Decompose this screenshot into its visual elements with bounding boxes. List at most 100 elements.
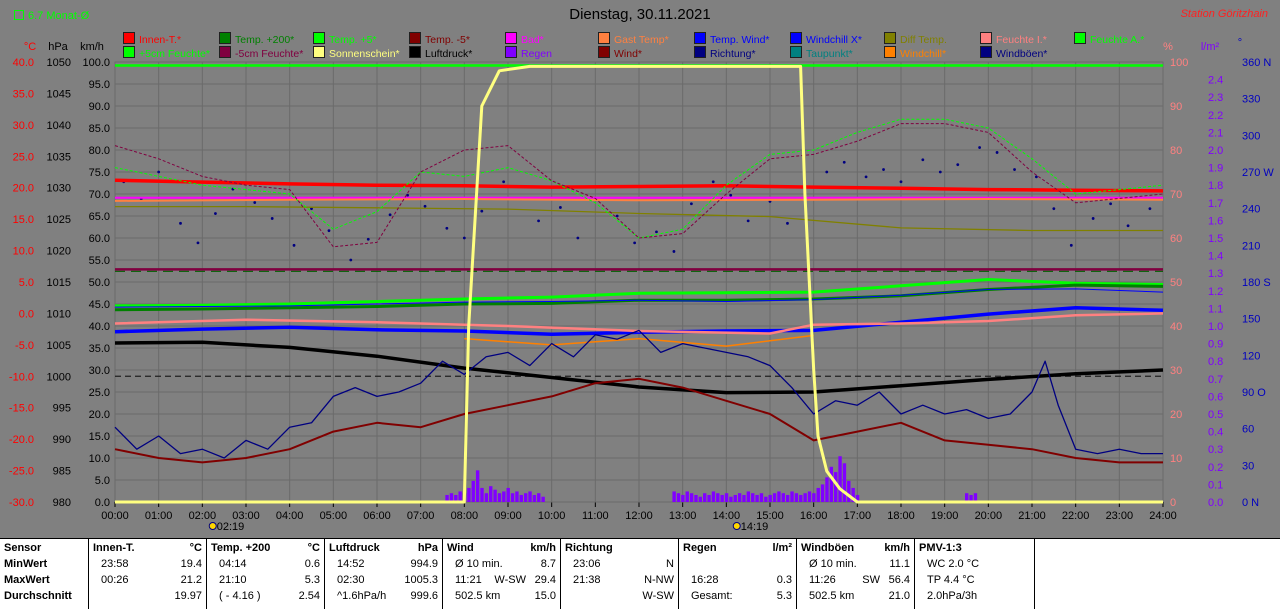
stats-row: Ø 10 min. 8.7 xyxy=(447,558,556,574)
direction-point xyxy=(559,206,562,209)
stats-cell: 11.1 xyxy=(889,558,910,570)
direction-point xyxy=(978,146,981,149)
legend-label: Luftdruck* xyxy=(425,48,473,60)
series-windchill xyxy=(464,334,814,347)
x-tick-label: 12:00 xyxy=(625,510,653,522)
legend-label: Temp. -5* xyxy=(425,34,470,46)
temp_c-tick-label: -20.0 xyxy=(9,434,34,446)
legend-item: Feuchte A.* xyxy=(1074,32,1144,46)
direction_deg-tick-label: 180 S xyxy=(1242,277,1271,289)
stats-column: Windböen km/h Ø 10 min. 11.1 11:26 SW 56.4 502.… xyxy=(797,539,915,609)
rain-bar xyxy=(973,493,978,502)
legend-item: Temp. -5* xyxy=(409,32,470,46)
rain-bar xyxy=(484,493,489,502)
rain-bar xyxy=(790,491,794,502)
rain_lm2-tick-label: 1.1 xyxy=(1208,303,1223,315)
humidity_pct-tick-label: 100 xyxy=(1170,57,1188,69)
stats-row: 19.97 xyxy=(93,590,202,606)
stats-cell: 2.0hPa/3h xyxy=(927,590,978,602)
series-feuchte-i xyxy=(114,312,1164,335)
stats-row: TP 4.4 °C xyxy=(919,574,1030,590)
humidity_pct-tick-label: 0 xyxy=(1170,497,1176,509)
temp_c-tick-label: 40.0 xyxy=(13,57,34,69)
legend-item: Temp. Wind* xyxy=(694,32,770,46)
rain-bar xyxy=(785,494,790,502)
legend-label: Temp. Wind* xyxy=(710,34,770,46)
pressure_hpa-tick-label: 1005 xyxy=(47,340,71,352)
rain-bar xyxy=(746,491,751,502)
legend-item: +5cm Feuchte* xyxy=(123,46,210,60)
pressure_hpa-tick-label: 1035 xyxy=(47,151,71,163)
humidity_pct-tick-label: 10 xyxy=(1170,453,1182,465)
direction_deg-tick-label: 60 xyxy=(1242,424,1254,436)
direction_deg-tick-label: 300 xyxy=(1242,130,1260,142)
legend-item: Temp. +200* xyxy=(219,32,294,46)
stats-cell: Ø 10 min. xyxy=(455,558,503,570)
direction-point xyxy=(882,168,885,171)
rain-bar xyxy=(729,496,733,502)
pressure_hpa-tick-label: 995 xyxy=(53,403,71,415)
stats-cell: 0.6 xyxy=(304,558,320,570)
direction-point xyxy=(746,219,750,223)
direction-point xyxy=(825,170,829,174)
pressure_hpa-tick-label: 1015 xyxy=(47,277,71,289)
stats-row: Gesamt: 5.3 xyxy=(683,590,792,606)
x-tick-label: 00:00 xyxy=(101,510,129,522)
rain-bar xyxy=(506,487,510,502)
checkbox-icon xyxy=(14,10,24,20)
rain_lm2-tick-label: 0.0 xyxy=(1208,497,1223,509)
legend-label: +5cm Feuchte* xyxy=(139,48,210,60)
legend-label: Regen xyxy=(521,48,552,60)
stats-row: MaxWert xyxy=(4,574,84,590)
stats-unit: °C xyxy=(189,542,202,554)
direction_deg-tick-label: 360 N xyxy=(1242,57,1271,69)
rain_lm2-tick-label: 2.4 xyxy=(1208,75,1223,87)
rain-bar xyxy=(454,494,458,502)
stats-cell: N-NW xyxy=(644,574,674,586)
wind_kmh-tick-label: 80.0 xyxy=(89,145,110,157)
series-wind xyxy=(114,377,1163,464)
direction-point xyxy=(711,180,715,184)
legend-swatch xyxy=(219,46,231,58)
direction-point xyxy=(1148,207,1152,211)
wind_kmh-tick-label: 0.0 xyxy=(95,497,110,509)
rain-bar xyxy=(751,493,755,502)
direction-point xyxy=(157,170,161,174)
stats-row: 21:38 N-NW xyxy=(565,574,674,590)
legend-item: Wind* xyxy=(598,46,642,60)
stats-cell: 11:26 xyxy=(809,574,836,586)
kmh-unit: km/h xyxy=(80,41,104,53)
rain_lm2-tick-label: 1.8 xyxy=(1208,180,1223,192)
humidity_pct-tick-label: 90 xyxy=(1170,101,1182,113)
legend-swatch xyxy=(598,32,610,44)
direction_deg-tick-label: 270 W xyxy=(1242,167,1274,179)
legend-swatch xyxy=(219,32,231,44)
stats-cell: MaxWert xyxy=(4,574,50,586)
rain-bar xyxy=(681,494,685,502)
direction_deg-tick-label: 330 xyxy=(1242,94,1260,106)
direction-point xyxy=(1013,168,1016,171)
stats-title: Richtung xyxy=(565,542,613,554)
weather-chart: 00:00 01:00 02:00 03:00 04:00 05:00 06:00 07:00… xyxy=(9,37,1274,533)
legend-swatch xyxy=(123,32,135,44)
temp_c-tick-label: 10.0 xyxy=(13,246,34,258)
rain-bar xyxy=(676,493,681,502)
stats-table: Sensor MinWert MaxWert Durchschnitt Innen-T.… xyxy=(0,538,1280,609)
legend-label: Windböen* xyxy=(996,48,1048,60)
x-tick-label: 15:00 xyxy=(756,510,784,522)
direction-point xyxy=(672,250,676,253)
rain-bar xyxy=(755,494,759,502)
stats-cell: 21.2 xyxy=(180,574,202,586)
direction-point xyxy=(842,160,846,164)
stats-row: 14:52 994.9 xyxy=(329,558,438,574)
rain-bar xyxy=(515,491,519,502)
legend-label: Richtung* xyxy=(710,48,756,60)
stats-row: 00:26 21.2 xyxy=(93,574,202,590)
rain-bar xyxy=(816,487,820,502)
rain_lm2-tick-label: 0.2 xyxy=(1208,462,1223,474)
rain-bar xyxy=(759,493,764,502)
stats-column: Luftdruck hPa 14:52 994.9 02:30 1005.3 ^1.6hPa… xyxy=(325,539,443,609)
legend-label: Diff Temp. xyxy=(900,34,947,46)
legend-swatch xyxy=(884,32,896,44)
legend-swatch xyxy=(409,46,421,58)
